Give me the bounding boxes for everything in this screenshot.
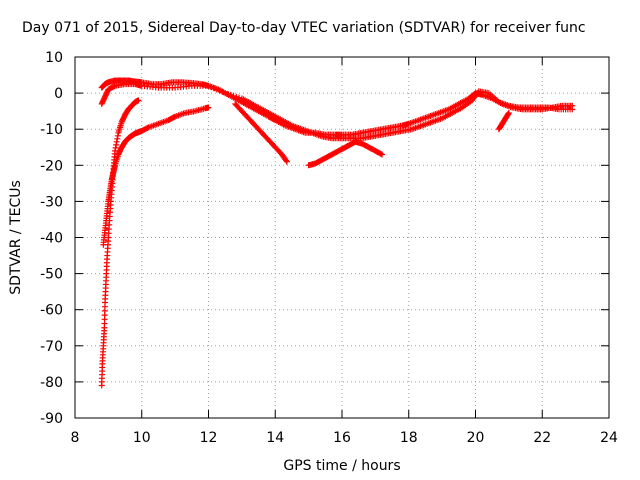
y-tick-label: -90 [40,411,63,427]
data-point [283,158,290,165]
data-point [230,92,237,99]
series-group [98,77,576,138]
y-tick-label: 10 [45,50,63,66]
series-group [495,109,512,133]
data-point [505,109,512,116]
data-point [110,83,117,90]
chart-title: Day 071 of 2015, Sidereal Day-to-day VTE… [22,20,586,36]
x-tick-label: 16 [333,430,351,446]
series-group [98,97,142,389]
axis-ticks: 8 10 12 14 16 18 20 22 24 10 0 -10 -20 -30 -40 -50 -60 -7… [40,50,618,446]
series-group [98,81,576,142]
y-tick-label: -10 [40,122,63,138]
data-point [216,87,223,94]
x-tick-label: 14 [266,430,284,446]
data-point [222,90,229,97]
data-point [208,84,215,91]
grid-lines [75,57,609,418]
data-point [379,151,386,158]
data-point [224,91,231,98]
data-point [171,114,178,121]
x-tick-label: 8 [71,430,80,446]
data-point [227,91,234,98]
x-tick-label: 10 [133,430,151,446]
data-point [144,124,151,131]
y-tick-label: -70 [40,339,63,355]
y-tick-label: -30 [40,194,63,210]
data-point [219,88,226,95]
x-tick-label: 18 [400,430,418,446]
series-group [305,138,386,169]
data-points [98,77,576,389]
data-point [283,157,290,164]
series-group [100,104,212,248]
y-tick-label: -50 [40,267,63,283]
y-tick-label: 0 [54,86,63,102]
data-point [213,86,220,93]
x-tick-label: 20 [467,430,485,446]
plot-frame [74,56,610,419]
data-point [236,94,243,101]
data-point [377,150,384,157]
x-tick-label: 24 [600,430,618,446]
x-axis-label: GPS time / hours [283,458,400,474]
y-tick-label: -20 [40,158,63,174]
data-point [211,85,218,92]
y-tick-label: -40 [40,231,63,247]
data-point [205,82,212,89]
data-point [569,106,576,113]
series-group [232,100,290,165]
y-axis-label: SDTVAR / TECUs [8,180,24,295]
data-point [135,97,142,104]
y-tick-label: -60 [40,303,63,319]
y-tick-label: -80 [40,375,63,391]
data-point [205,104,212,111]
data-point [233,93,240,100]
x-tick-label: 22 [533,430,551,446]
x-tick-label: 12 [200,430,218,446]
